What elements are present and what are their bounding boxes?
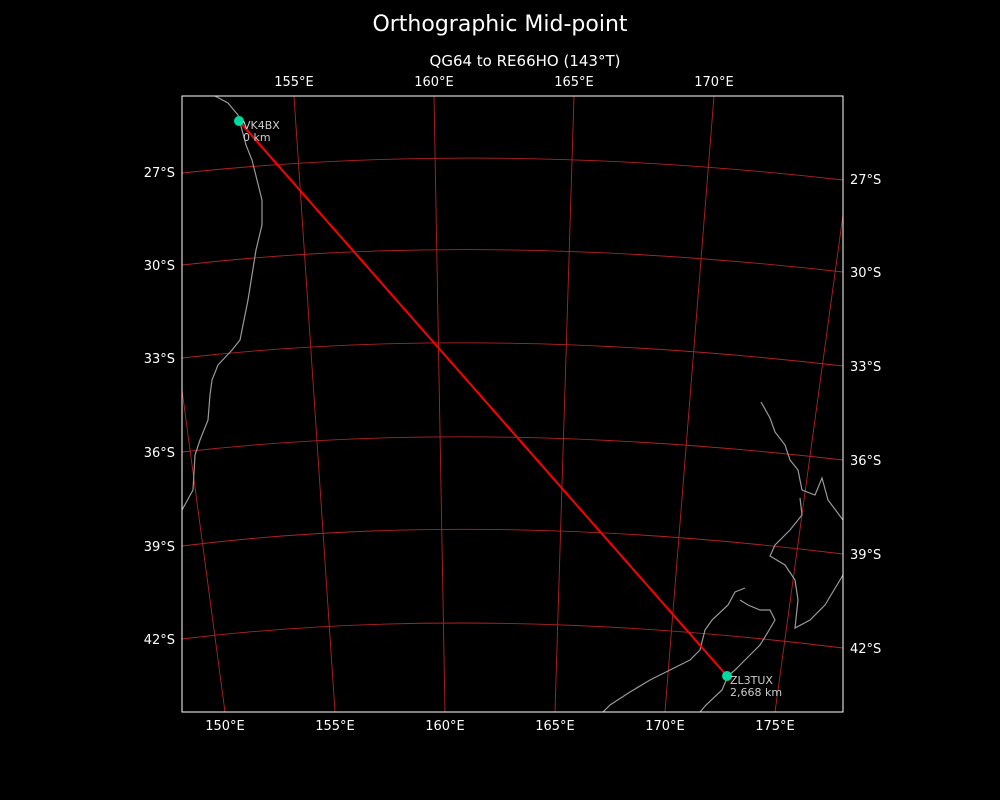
label-zl3tux-distance: 2,668 km [730, 686, 782, 699]
right-tick-36s: 36°S [850, 454, 881, 469]
figure-title: Orthographic Mid-point [372, 12, 628, 37]
bottom-tick-170e: 170°E [645, 719, 685, 734]
marker-vk4bx[interactable] [234, 116, 244, 126]
top-tick-155e: 155°E [274, 75, 314, 90]
parallel-33s [182, 342, 843, 367]
great-circle-path [238, 120, 728, 677]
left-tick-36s: 36°S [144, 446, 175, 461]
bottom-tick-155e: 155°E [315, 719, 355, 734]
meridian-150e [182, 386, 226, 712]
map-subtitle: QG64 to RE66HO (143°T) [429, 52, 621, 70]
right-tick-42s: 42°S [850, 642, 881, 657]
left-tick-39s: 39°S [144, 540, 175, 555]
top-tick-170e: 170°E [694, 75, 734, 90]
coast-nz-north [760, 401, 843, 521]
parallel-36s [182, 436, 843, 461]
left-tick-27s: 27°S [144, 166, 175, 181]
meridian-160e [433, 96, 446, 712]
coast-australia [182, 96, 263, 511]
label-vk4bx-call: VK4BX [243, 119, 280, 132]
left-tick-42s: 42°S [144, 633, 175, 648]
left-tick-33s: 33°S [144, 352, 175, 367]
coastlines [182, 96, 843, 712]
coast-nz-south-east [699, 599, 776, 712]
parallel-27s [182, 157, 843, 181]
right-tick-39s: 39°S [850, 548, 881, 563]
left-tick-30s: 30°S [144, 259, 175, 274]
right-tick-27s: 27°S [850, 173, 881, 188]
graticule [182, 96, 843, 712]
bottom-tick-175e: 175°E [755, 719, 795, 734]
parallel-42s [182, 622, 843, 649]
parallel-39s [182, 528, 843, 555]
bottom-tick-165e: 165°E [535, 719, 575, 734]
right-tick-33s: 33°S [850, 360, 881, 375]
top-tick-165e: 165°E [554, 75, 594, 90]
map-frame [181, 95, 844, 713]
meridian-170e [664, 96, 715, 712]
coast-nz-north-west [769, 497, 843, 630]
top-tick-160e: 160°E [414, 75, 454, 90]
right-tick-30s: 30°S [850, 266, 881, 281]
marker-zl3tux[interactable] [722, 671, 732, 681]
label-zl3tux-call: ZL3TUX [730, 674, 773, 687]
parallel-30s [182, 249, 843, 273]
meridian-155e [293, 96, 336, 712]
bottom-tick-160e: 160°E [425, 719, 465, 734]
bottom-tick-150e: 150°E [205, 719, 245, 734]
label-vk4bx-distance: 0 km [243, 131, 271, 144]
meridian-165e [554, 96, 575, 712]
coast-nz-south [602, 587, 746, 712]
